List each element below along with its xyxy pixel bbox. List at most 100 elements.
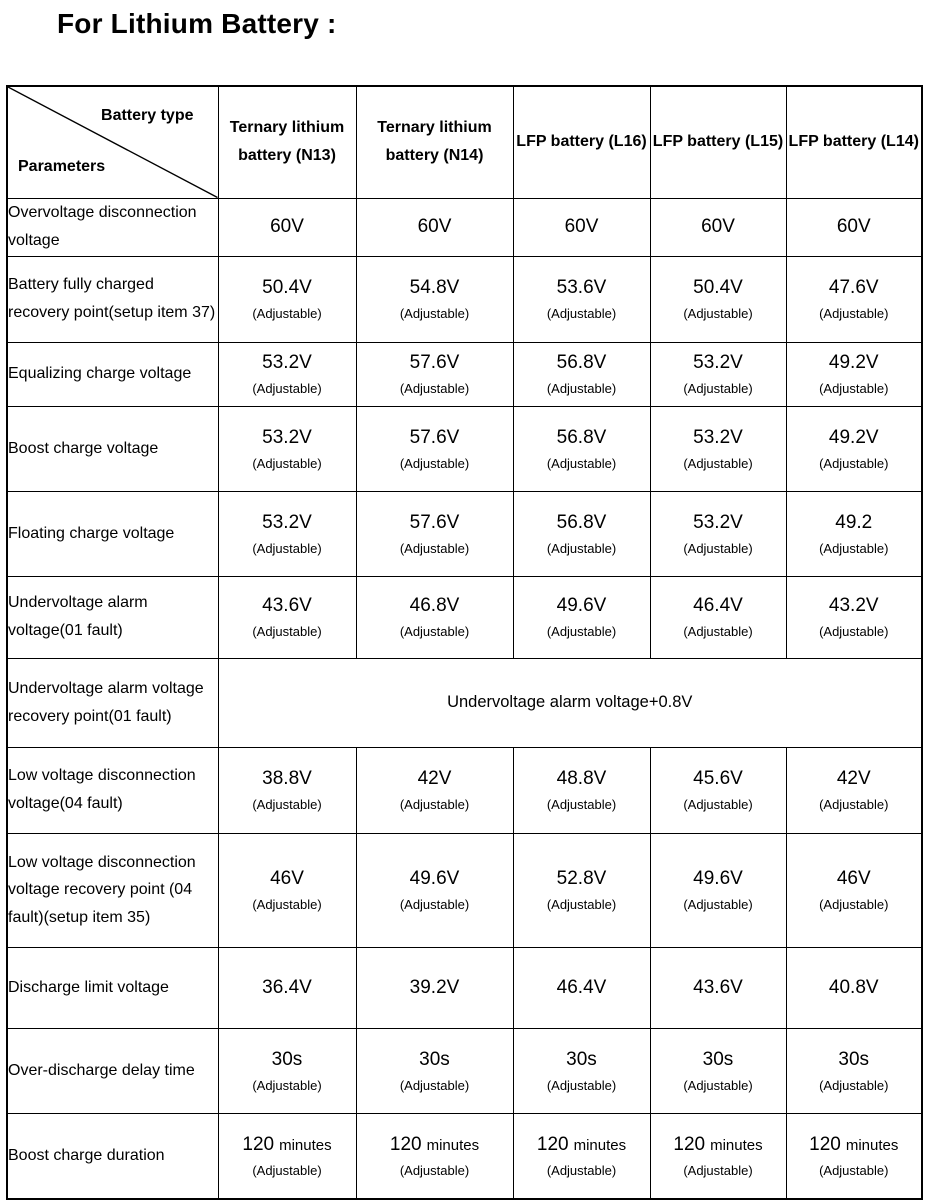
value: 49.2V <box>828 352 879 374</box>
value-cell: 53.2V (Adjustable) <box>649 405 787 492</box>
parameter-label: Low voltage disconnection voltage(04 fau… <box>6 746 219 834</box>
value: 43.6V <box>693 976 743 998</box>
table-row: Over-discharge delay time 30s (Adjustable… <box>6 1027 923 1114</box>
merged-value-cell: Undervoltage alarm voltage+0.8V <box>217 657 923 748</box>
value-note: (Adjustable) <box>399 455 470 471</box>
value: 46V <box>836 868 871 890</box>
value-note: (Adjustable) <box>546 1162 617 1178</box>
value-cell: 53.2V (Adjustable) <box>217 341 357 407</box>
value-cell: 47.6V (Adjustable) <box>785 255 923 343</box>
value-note: (Adjustable) <box>252 1162 322 1178</box>
value: 53.6V <box>556 277 607 299</box>
value-cell: 57.6V (Adjustable) <box>355 490 514 577</box>
column-header-n14: Ternary lithium battery (N14) <box>355 85 514 199</box>
page-title: For Lithium Battery : <box>57 8 337 39</box>
value-note: (Adjustable) <box>819 381 889 397</box>
value-cell: 49.6V (Adjustable) <box>355 832 514 948</box>
value-note: (Adjustable) <box>819 897 889 913</box>
value-cell: 52.8V (Adjustable) <box>512 832 651 948</box>
value-note: (Adjustable) <box>252 306 322 322</box>
value-cell: 120 minutes (Adjustable) <box>355 1112 514 1200</box>
value-note: (Adjustable) <box>683 624 753 640</box>
value: 38.8V <box>262 768 312 790</box>
value-cell: 60V <box>217 197 357 257</box>
parameter-label: Over-discharge delay time <box>6 1027 219 1114</box>
value-note: (Adjustable) <box>546 897 617 913</box>
value-note: (Adjustable) <box>683 540 753 556</box>
value-cell: 30s (Adjustable) <box>649 1027 787 1114</box>
parameter-label: Low voltage disconnection voltage recove… <box>6 832 219 948</box>
value: 39.2V <box>409 976 460 998</box>
table-row: Floating charge voltage 53.2V (Adjustable… <box>6 490 923 577</box>
value-cell: 42V (Adjustable) <box>355 746 514 834</box>
value: 53.2V <box>262 426 312 448</box>
value: 53.2V <box>693 426 743 448</box>
value-cell: 57.6V (Adjustable) <box>355 341 514 407</box>
value-cell: 60V <box>785 197 923 257</box>
value-cell: 40.8V <box>785 946 923 1029</box>
value: 53.2V <box>693 352 743 374</box>
value-note: (Adjustable) <box>252 797 322 813</box>
value-cell: 53.2V (Adjustable) <box>217 405 357 492</box>
value-note: (Adjustable) <box>546 1077 617 1093</box>
value-note: (Adjustable) <box>819 1077 889 1093</box>
value: 53.2V <box>262 511 312 533</box>
value: 60V <box>836 216 871 238</box>
column-header-n13: Ternary lithium battery (N13) <box>217 85 357 199</box>
value: 42V <box>836 768 871 790</box>
value-cell: 45.6V (Adjustable) <box>649 746 787 834</box>
value: 30s <box>838 1048 870 1070</box>
value-cell: 43.6V <box>649 946 787 1029</box>
value: 57.6V <box>409 426 460 448</box>
value-note: (Adjustable) <box>252 897 322 913</box>
value-note: (Adjustable) <box>399 306 470 322</box>
value-note: (Adjustable) <box>683 1077 753 1093</box>
value-unit: minutes <box>426 1137 480 1155</box>
value-cell: 49.6V (Adjustable) <box>649 832 787 948</box>
value: 46.4V <box>693 595 743 617</box>
corner-label-battery-type: Battery type <box>101 107 194 124</box>
value: 49.2 <box>835 511 873 533</box>
value: 43.2V <box>828 595 879 617</box>
value: 53.2V <box>693 511 743 533</box>
value-cell: 42V (Adjustable) <box>785 746 923 834</box>
value-cell: 53.2V (Adjustable) <box>649 341 787 407</box>
value-unit: minutes <box>573 1137 627 1155</box>
value-note: (Adjustable) <box>546 540 617 556</box>
value-unit: minutes <box>279 1137 332 1155</box>
value-note: (Adjustable) <box>399 540 470 556</box>
value-cell: 53.6V (Adjustable) <box>512 255 651 343</box>
value-note: (Adjustable) <box>683 1162 753 1178</box>
parameter-label: Discharge limit voltage <box>6 946 219 1029</box>
parameter-label: Undervoltage alarm voltage(01 fault) <box>6 575 219 659</box>
value-note: (Adjustable) <box>399 897 470 913</box>
value: 50.4V <box>262 277 312 299</box>
value-cell: 46.4V (Adjustable) <box>649 575 787 659</box>
value: 42V <box>417 768 452 790</box>
value-unit: minutes <box>845 1137 899 1155</box>
table-row: Equalizing charge voltage 53.2V (Adjustab… <box>6 341 923 407</box>
value-cell: 60V <box>649 197 787 257</box>
value-note: (Adjustable) <box>399 1162 470 1178</box>
column-header-l16: LFP battery (L16) <box>512 85 651 199</box>
parameter-label: Undervoltage alarm voltage recovery poin… <box>6 657 219 748</box>
value: 120 minutes <box>809 1134 899 1156</box>
value-cell: 50.4V (Adjustable) <box>217 255 357 343</box>
parameter-label: Boost charge duration <box>6 1112 219 1200</box>
value-cell: 30s (Adjustable) <box>512 1027 651 1114</box>
value: 50.4V <box>693 277 743 299</box>
value: 53.2V <box>262 352 312 374</box>
table-row: Boost charge voltage 53.2V (Adjustable) 5… <box>6 405 923 492</box>
value: 47.6V <box>828 277 879 299</box>
value-note: (Adjustable) <box>399 797 470 813</box>
table-row: Boost charge duration 120 minutes (Adjusta… <box>6 1112 923 1200</box>
value: 46.8V <box>409 595 460 617</box>
value: 40.8V <box>828 976 879 998</box>
battery-parameters-table: Battery type Parameters Ternary lithium … <box>6 85 923 1200</box>
table-row: Discharge limit voltage 36.4V 39.2V 46.4… <box>6 946 923 1029</box>
value-note: (Adjustable) <box>819 797 889 813</box>
value: 46V <box>270 868 304 890</box>
value-cell: 60V <box>512 197 651 257</box>
column-header-l15: LFP battery (L15) <box>649 85 787 199</box>
corner-header-cell: Battery type Parameters <box>6 85 219 199</box>
